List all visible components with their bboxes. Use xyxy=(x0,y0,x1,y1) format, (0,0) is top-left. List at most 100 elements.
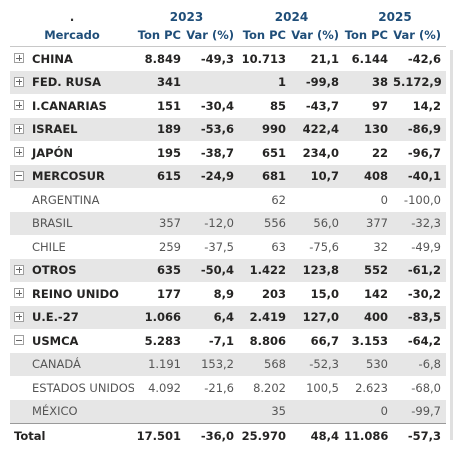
row-label: ISRAEL xyxy=(32,122,78,137)
cell: 377 xyxy=(344,211,393,235)
cell: 990 xyxy=(239,117,291,141)
cell: 400 xyxy=(344,305,393,329)
cell: -7,1 xyxy=(208,333,234,348)
table-row: I.CANARIAS 151 -30,4 85 -43,7 97 14,2 xyxy=(10,94,446,118)
expand-plus-icon[interactable] xyxy=(14,311,24,322)
cell xyxy=(291,399,344,424)
year-header-2024[interactable]: 2024 xyxy=(274,10,309,24)
expand-plus-icon[interactable] xyxy=(14,53,24,64)
collapse-minus-icon[interactable] xyxy=(14,335,24,346)
cell: 1.066 xyxy=(134,305,186,329)
cell xyxy=(291,188,344,212)
corner-dot: . xyxy=(69,10,75,24)
row-label: FED. RUSA xyxy=(32,75,102,90)
cell: 6.144 xyxy=(351,51,388,66)
cell xyxy=(134,188,186,212)
row-label: JAPÓN xyxy=(32,145,74,160)
table-row: U.E.-27 1.066 6,4 2.419 127,0 400 -83,5 xyxy=(10,305,446,329)
table-row: OTROS 635 -50,4 1.422 123,8 552 -61,2 xyxy=(10,258,446,282)
cell: 153,2 xyxy=(186,352,239,376)
cell: 130 xyxy=(344,117,393,141)
cell: -57,3 xyxy=(393,423,446,448)
table-row: ESTADOS UNIDOS 4.092 -21,6 8.202 100,5 2… xyxy=(10,376,446,400)
cell: 203 xyxy=(261,286,286,301)
row-label: BRASIL xyxy=(32,216,73,231)
cell: -42,6 xyxy=(407,51,441,66)
cell: 2.623 xyxy=(355,380,388,395)
collapse-minus-icon[interactable] xyxy=(14,170,24,181)
expand-plus-icon[interactable] xyxy=(14,76,24,87)
row-label: ESTADOS UNIDOS xyxy=(32,380,134,395)
expand-plus-icon[interactable] xyxy=(14,123,24,134)
table-row: ARGENTINA 62 0 -100,0 xyxy=(10,188,446,212)
expand-plus-icon[interactable] xyxy=(14,147,24,158)
cell: -99,7 xyxy=(393,399,446,424)
cell: -30,2 xyxy=(407,286,441,301)
row-label: I.CANARIAS xyxy=(32,98,107,113)
cell: 32 xyxy=(373,239,388,254)
cell: 100,5 xyxy=(306,380,339,395)
cell: -30,4 xyxy=(200,98,234,113)
cell: 6,4 xyxy=(186,305,239,329)
cell: -86,9 xyxy=(393,117,446,141)
cell: 3.153 xyxy=(351,333,388,348)
cell: 151 xyxy=(156,98,181,113)
cell: 408 xyxy=(344,164,393,188)
cell: 568 xyxy=(239,352,291,376)
cell: -83,5 xyxy=(393,305,446,329)
cell: 189 xyxy=(134,117,186,141)
row-label: CHILE xyxy=(32,239,66,254)
row-label: USMCA xyxy=(32,333,79,348)
cell: -53,6 xyxy=(186,117,239,141)
expand-plus-icon[interactable] xyxy=(14,288,24,299)
cell: 21,1 xyxy=(310,51,339,66)
cell xyxy=(134,399,186,424)
cell: 234,0 xyxy=(302,145,339,160)
column-header-var-2023[interactable]: Var (%) xyxy=(186,24,239,47)
cell: 1.422 xyxy=(239,258,291,282)
table-row: MÉXICO 35 0 -99,7 xyxy=(10,399,446,424)
table-row: CHINA 8.849 -49,3 10.713 21,1 6.144 -42,… xyxy=(10,47,446,71)
row-label: MÉXICO xyxy=(32,404,78,419)
cell: -96,7 xyxy=(407,145,441,160)
cell: 48,4 xyxy=(291,423,344,448)
cell: 97 xyxy=(371,98,388,113)
cell: 63 xyxy=(271,239,286,254)
cell: 530 xyxy=(344,352,393,376)
cell: -12,0 xyxy=(186,211,239,235)
cell: 10.713 xyxy=(241,51,286,66)
expand-plus-icon[interactable] xyxy=(14,264,24,275)
cell: 2.419 xyxy=(239,305,291,329)
column-header-ton-pc-2025[interactable]: Ton PC xyxy=(344,24,393,47)
cell: 10,7 xyxy=(291,164,344,188)
column-header-ton-pc-2023[interactable]: Ton PC xyxy=(134,24,186,47)
cell: 195 xyxy=(156,145,181,160)
expand-plus-icon[interactable] xyxy=(14,100,24,111)
cell: 5.283 xyxy=(144,333,181,348)
column-header-ton-pc-2024[interactable]: Ton PC xyxy=(239,24,291,47)
column-header-var-2024[interactable]: Var (%) xyxy=(291,24,344,47)
vertical-scrollbar[interactable] xyxy=(450,50,453,440)
cell: 38 xyxy=(344,70,393,94)
cell: -6,8 xyxy=(393,352,446,376)
year-header-2023[interactable]: 2023 xyxy=(169,10,204,24)
cell: 341 xyxy=(134,70,186,94)
year-header-2025[interactable]: 2025 xyxy=(378,10,412,24)
table-row: CHILE 259 -37,5 63 -75,6 32 -49,9 xyxy=(10,235,446,259)
table-row: CANADÁ 1.191 153,2 568 -52,3 530 -6,8 xyxy=(10,352,446,376)
cell: 651 xyxy=(261,145,286,160)
cell: 615 xyxy=(134,164,186,188)
cell: 0 xyxy=(380,192,388,207)
cell: 25.970 xyxy=(239,423,291,448)
cell: 556 xyxy=(239,211,291,235)
cell: 8.202 xyxy=(253,380,286,395)
cell: 66,7 xyxy=(310,333,339,348)
cell: -36,0 xyxy=(186,423,239,448)
cell: 8,9 xyxy=(213,286,234,301)
cell xyxy=(186,399,239,424)
cell: -37,5 xyxy=(204,239,234,254)
table-row: USMCA 5.283 -7,1 8.806 66,7 3.153 -64,2 xyxy=(10,329,446,353)
column-header-mercado[interactable]: Mercado xyxy=(10,24,134,47)
cell: 22 xyxy=(371,145,388,160)
column-header-var-2025[interactable]: Var (%) xyxy=(393,24,446,47)
